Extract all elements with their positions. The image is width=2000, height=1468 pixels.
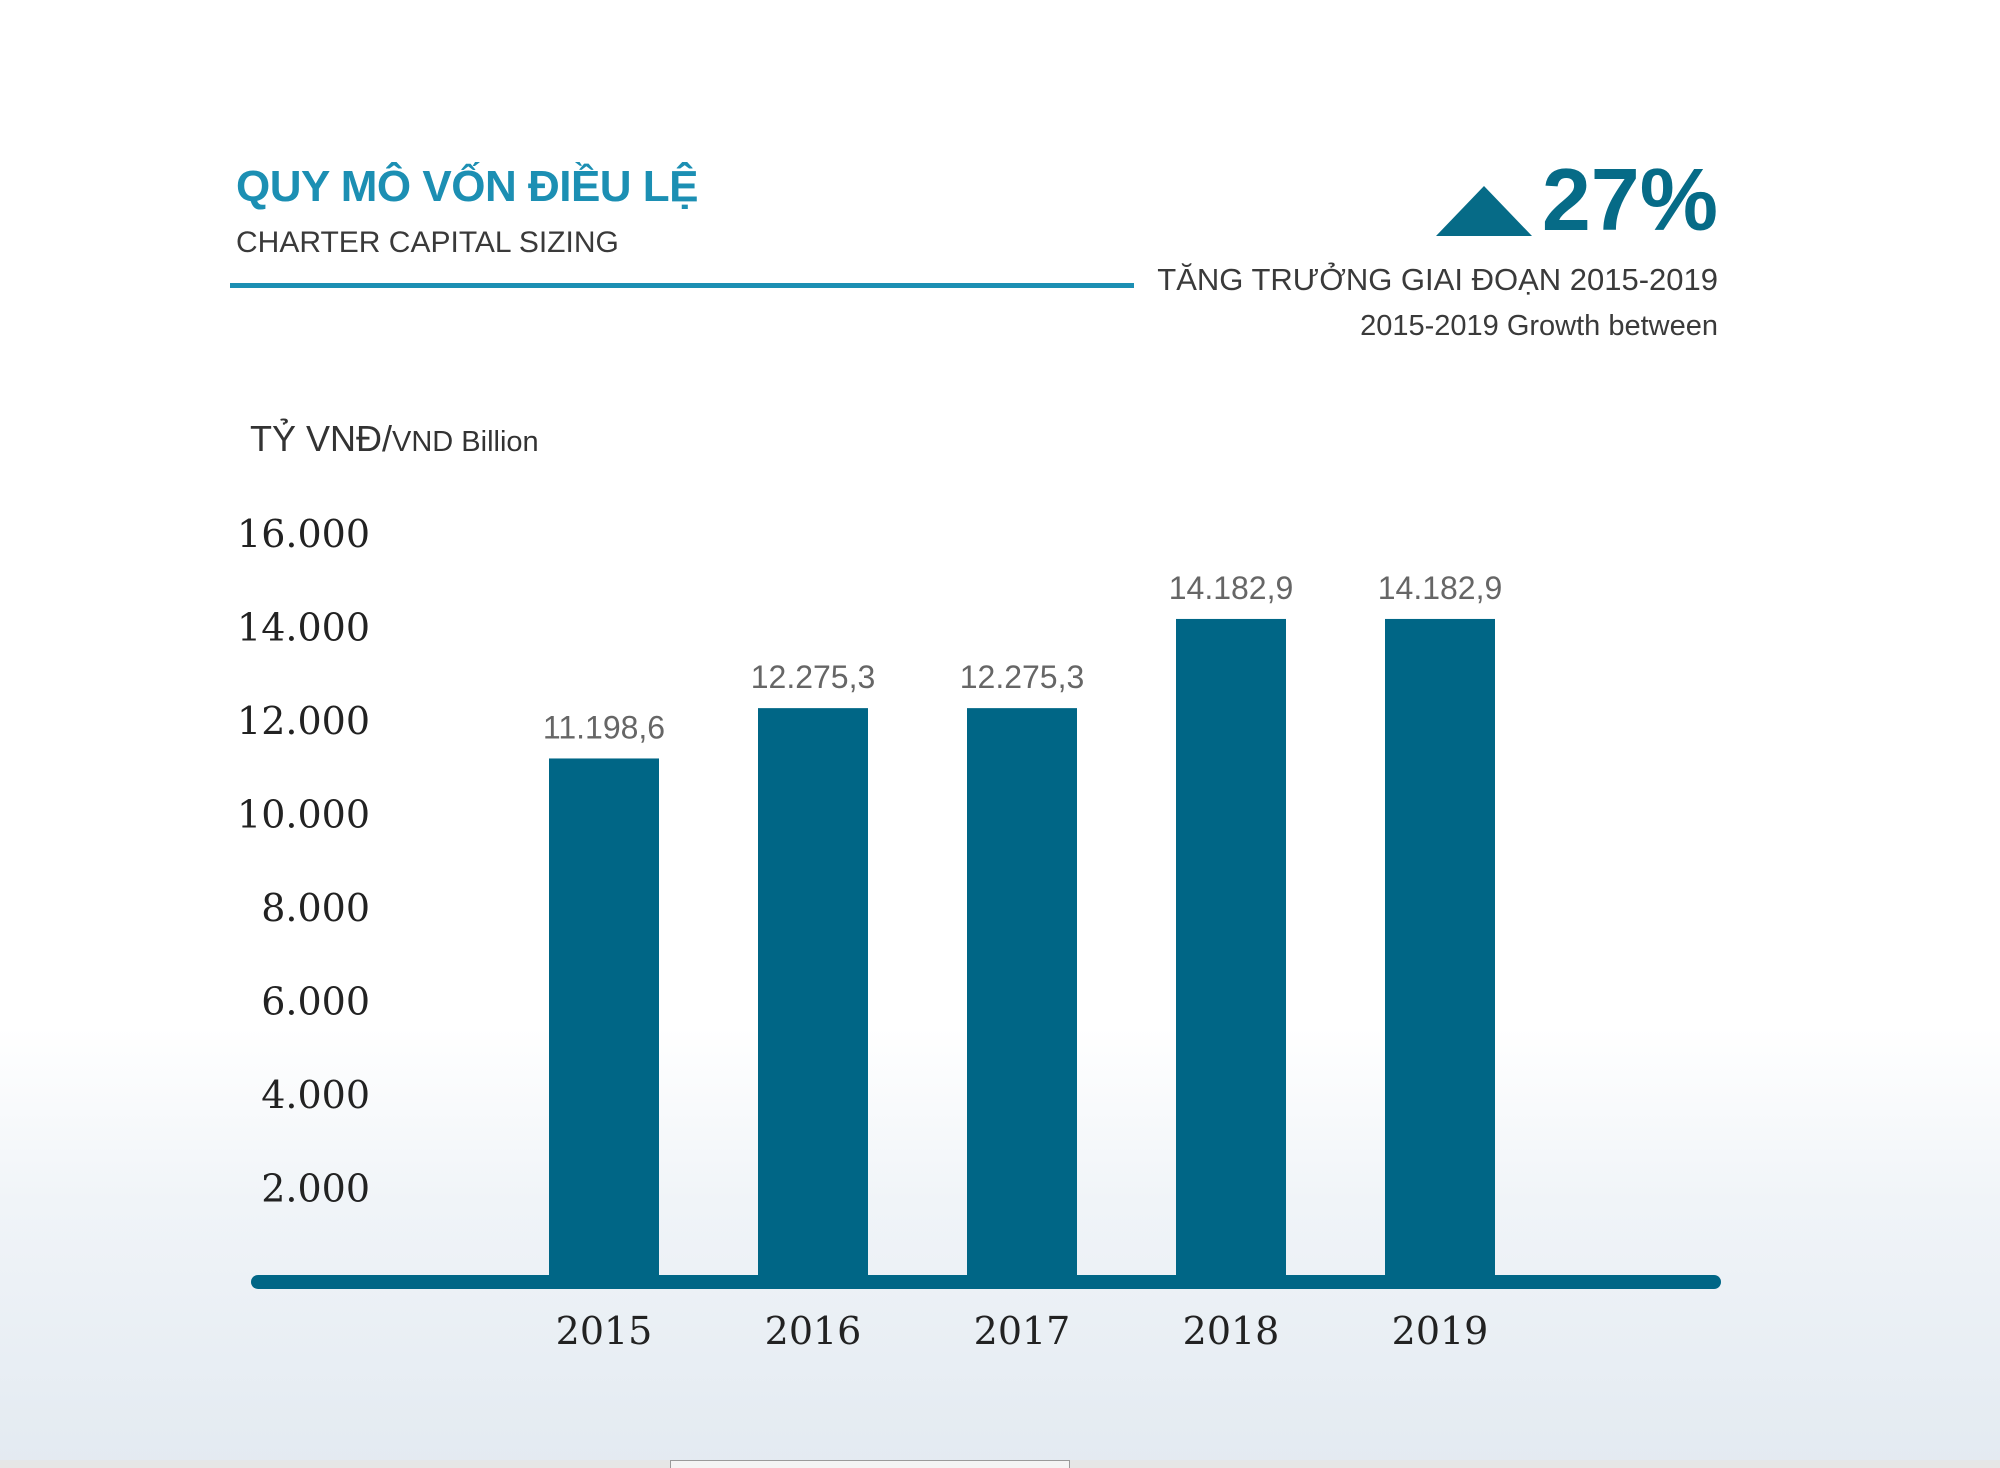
title-divider bbox=[230, 283, 1134, 288]
bar bbox=[967, 708, 1077, 1282]
chart-title-vn: QUY MÔ VỐN ĐIỀU LỆ bbox=[236, 162, 699, 211]
y-tick-label: 10.000 bbox=[237, 793, 370, 837]
y-tick-label: 16.000 bbox=[237, 512, 370, 556]
unit-main: TỶ VNĐ/ bbox=[250, 418, 393, 459]
data-label: 12.275,3 bbox=[960, 659, 1085, 695]
y-tick-label: 6.000 bbox=[261, 980, 370, 1024]
y-tick-label: 4.000 bbox=[261, 1073, 370, 1117]
y-tick-label: 12.000 bbox=[237, 699, 370, 743]
bar bbox=[758, 708, 868, 1282]
bottom-strip bbox=[0, 1460, 2000, 1468]
data-label: 12.275,3 bbox=[751, 659, 876, 695]
bar bbox=[549, 758, 659, 1282]
bar bbox=[1385, 618, 1495, 1282]
bottom-strip-box bbox=[670, 1460, 1070, 1468]
x-category-label: 2018 bbox=[1183, 1309, 1280, 1353]
x-category-label: 2017 bbox=[974, 1309, 1071, 1353]
growth-label-en: 2015-2019 Growth between bbox=[1360, 310, 1718, 342]
data-label: 14.182,9 bbox=[1378, 570, 1503, 606]
up-triangle-icon bbox=[1436, 186, 1532, 236]
x-category-label: 2015 bbox=[556, 1309, 653, 1353]
growth-label-vn: TĂNG TRƯỞNG GIAI ĐOẠN 2015-2019 bbox=[1157, 262, 1718, 297]
x-category-label: 2019 bbox=[1392, 1309, 1489, 1353]
y-axis-unit-label: TỶ VNĐ/VND Billion bbox=[250, 418, 539, 460]
bar bbox=[1176, 618, 1286, 1282]
unit-small: VND Billion bbox=[392, 426, 539, 458]
x-category-label: 2016 bbox=[765, 1309, 862, 1353]
data-label: 11.198,6 bbox=[543, 709, 665, 745]
y-tick-label: 14.000 bbox=[237, 606, 370, 650]
y-tick-label: 8.000 bbox=[261, 886, 370, 930]
growth-value: 27% bbox=[1541, 150, 1718, 249]
y-tick-label: 2.000 bbox=[261, 1167, 370, 1211]
data-label: 14.182,9 bbox=[1169, 570, 1294, 606]
chart-title-en: CHARTER CAPITAL SIZING bbox=[236, 226, 619, 259]
